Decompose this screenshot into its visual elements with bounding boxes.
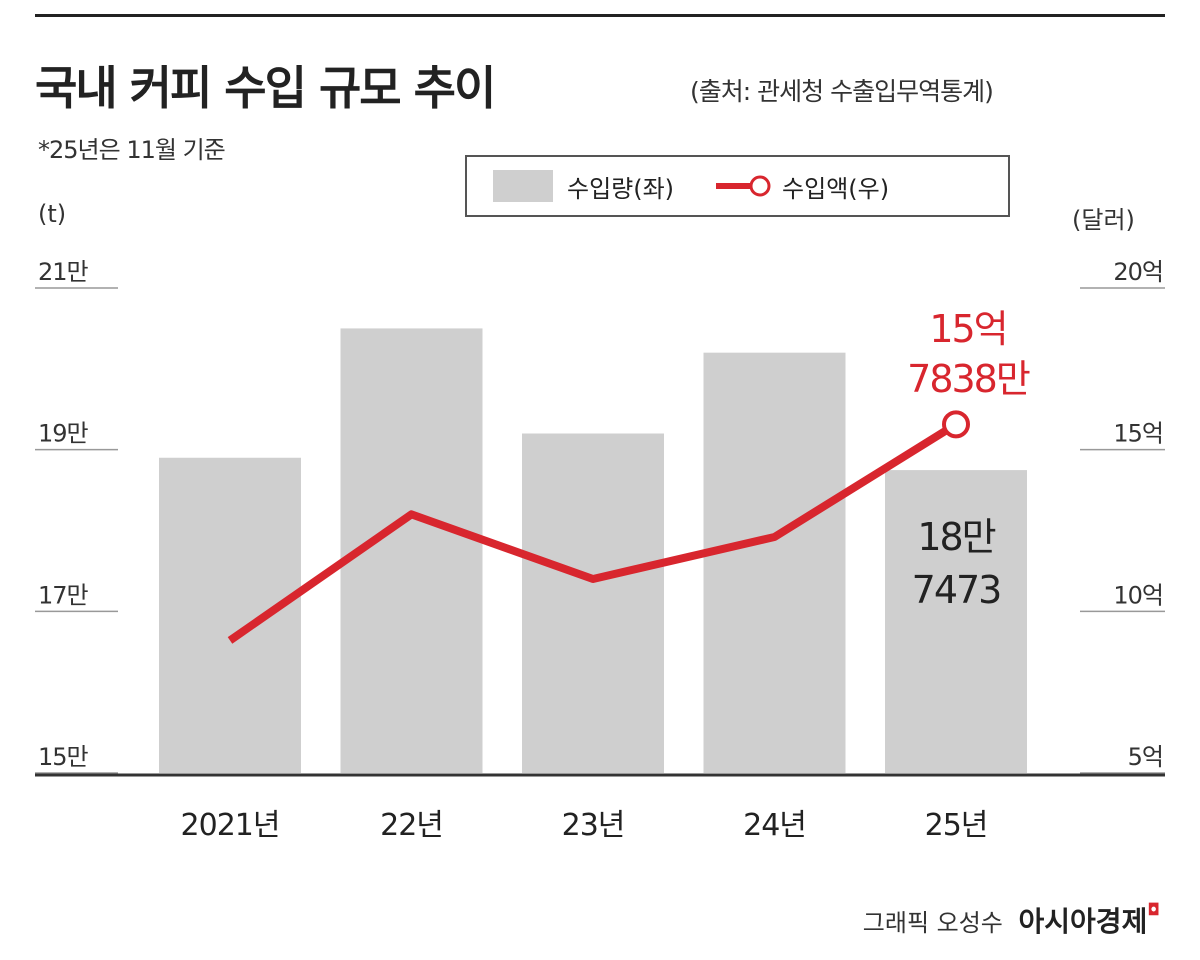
bar-25년 bbox=[885, 470, 1027, 773]
line-value-label: 15억 bbox=[929, 307, 1006, 351]
chart-source: (출처: 관세청 수출입무역통계) bbox=[690, 77, 994, 106]
publisher-logo: 아시아경제 bbox=[1018, 905, 1148, 938]
top-rule bbox=[35, 14, 1165, 17]
chart-note: *25년은 11월 기준 bbox=[38, 136, 226, 164]
x-tick-label: 22년 bbox=[380, 808, 443, 843]
bar-value-label: 18만 bbox=[917, 515, 995, 559]
left-tick-label: 21만 bbox=[38, 258, 89, 286]
line-value-label: 7838만 bbox=[907, 357, 1030, 401]
left-tick-label: 19만 bbox=[38, 420, 89, 448]
x-tick-label: 23년 bbox=[562, 808, 625, 843]
chart-title: 국내 커피 수입 규모 추이 bbox=[35, 61, 496, 115]
import-value-line bbox=[227, 420, 959, 644]
right-tick-label: 10억 bbox=[1113, 581, 1163, 609]
left-axis-unit: (t) bbox=[38, 200, 67, 228]
left-tick-label: 15만 bbox=[38, 743, 89, 771]
legend-line-label: 수입액(우) bbox=[782, 174, 890, 203]
bar-value-label: 7473 bbox=[912, 568, 1001, 612]
legend-bar-swatch bbox=[493, 170, 553, 202]
bar-23년 bbox=[522, 433, 664, 773]
credit: 그래픽 오성수 아시아경제◘ bbox=[863, 900, 1160, 940]
credit-author: 그래픽 오성수 bbox=[862, 909, 1003, 937]
legend-bar-label: 수입량(좌) bbox=[567, 174, 675, 203]
x-tick-label: 24년 bbox=[743, 808, 806, 843]
right-tick-label: 15억 bbox=[1113, 420, 1163, 448]
right-axis-unit: (달러) bbox=[1072, 206, 1135, 234]
x-tick-label: 25년 bbox=[925, 808, 988, 843]
right-tick-label: 5억 bbox=[1128, 743, 1163, 771]
bar-24년 bbox=[703, 352, 846, 773]
legend-line-swatch bbox=[716, 175, 771, 197]
logo-mark-icon: ◘ bbox=[1147, 900, 1160, 919]
legend: 수입량(좌) 수입액(우) bbox=[465, 155, 1010, 217]
right-tick-label: 20억 bbox=[1113, 258, 1163, 286]
bar-2021년 bbox=[159, 457, 301, 773]
last-point-marker bbox=[942, 410, 970, 439]
left-tick-label: 17만 bbox=[38, 581, 89, 609]
x-tick-label: 2021년 bbox=[181, 808, 280, 843]
